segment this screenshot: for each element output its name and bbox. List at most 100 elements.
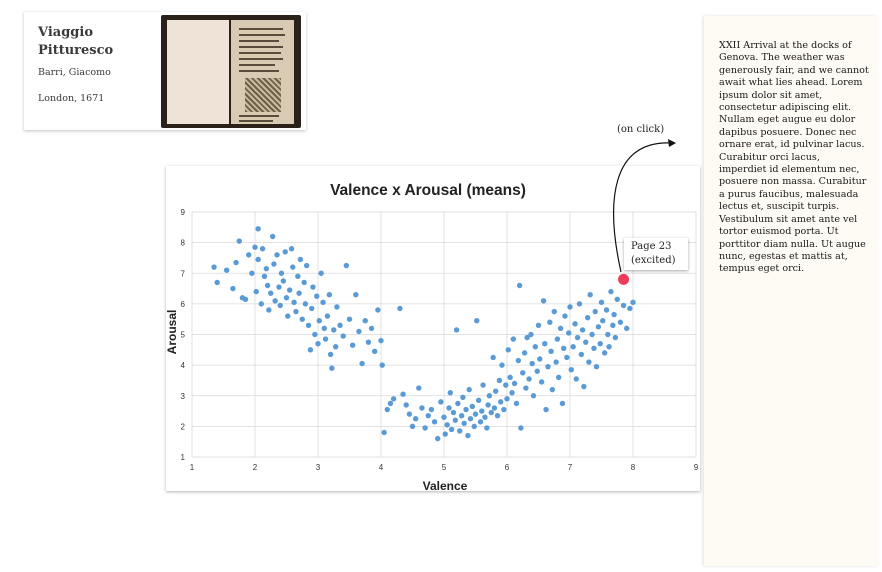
- scatter-point: [261, 273, 268, 280]
- scatter-point: [620, 302, 627, 309]
- scatter-point: [242, 296, 249, 302]
- scatter-point: [617, 319, 624, 325]
- scatter-point: [272, 298, 278, 304]
- scatter-point: [501, 406, 507, 413]
- scatter-point: [378, 337, 384, 344]
- scatter-point: [450, 409, 457, 416]
- scatter-point: [593, 363, 600, 370]
- y-tick-label: 7: [181, 269, 186, 278]
- scatter-point: [472, 411, 479, 417]
- scatter-point: [276, 284, 282, 290]
- y-tick-label: 8: [181, 239, 186, 248]
- scatter-point: [540, 298, 547, 304]
- scatter-point: [627, 305, 633, 312]
- scatter-point: [572, 321, 578, 327]
- scatter-point: [359, 360, 365, 367]
- scatter-point: [557, 325, 564, 332]
- scatter-point: [293, 308, 299, 315]
- x-tick-label: 2: [253, 463, 258, 472]
- scatter-point: [486, 393, 493, 399]
- scatter-point: [610, 322, 616, 329]
- scatter-point: [302, 301, 309, 307]
- scatter-point: [461, 420, 467, 427]
- scatter-point: [253, 288, 259, 295]
- book-left-page: [167, 20, 229, 124]
- scatter-point: [482, 414, 488, 420]
- scatter-point: [589, 331, 595, 338]
- scatter-point: [268, 290, 274, 296]
- scatter-point: [605, 331, 611, 338]
- page-callout[interactable]: Page 23 (excited): [624, 238, 688, 270]
- scatter-point: [584, 314, 591, 321]
- scatter-point: [321, 325, 327, 332]
- on-click-label: (on click): [617, 124, 665, 135]
- scatter-point: [329, 365, 335, 371]
- scatter-point: [259, 246, 266, 252]
- scatter-point: [543, 406, 549, 413]
- scatter-point: [264, 282, 271, 289]
- scatter-point: [314, 293, 320, 299]
- scatter-point: [534, 368, 540, 374]
- scatter-point: [600, 318, 606, 324]
- scatter-point: [334, 304, 340, 310]
- scatter-point: [551, 308, 557, 315]
- x-tick-label: 4: [379, 463, 384, 472]
- scatter-point: [277, 302, 283, 309]
- scatter-point: [409, 423, 416, 430]
- scatter-point: [488, 409, 494, 416]
- scatter-point: [592, 308, 598, 315]
- scatter-point: [340, 333, 346, 339]
- scatter-point: [362, 318, 368, 324]
- scatter-point: [252, 244, 258, 250]
- y-axis-label: Arousal: [166, 310, 179, 355]
- scatter-point: [597, 340, 603, 347]
- scatter-point: [574, 334, 581, 341]
- book-author: Barri, Giacomo: [38, 67, 111, 78]
- scatter-point: [555, 374, 562, 381]
- scatter-point: [230, 285, 236, 292]
- scatter-point: [630, 299, 636, 306]
- scatter-point: [587, 291, 593, 298]
- scatter-point: [492, 388, 499, 394]
- scatter-point: [448, 426, 455, 433]
- scatter-point: [579, 327, 586, 333]
- scatter-point: [608, 288, 614, 295]
- scatter-point: [521, 350, 528, 356]
- scatter-point: [471, 423, 477, 430]
- scatter-point: [595, 324, 602, 330]
- callout-page: Page 23: [631, 241, 672, 252]
- scatter-point: [322, 336, 329, 342]
- scatter-point: [255, 226, 261, 232]
- scatter-point: [538, 379, 545, 385]
- scatter-point: [467, 416, 474, 422]
- scatter-point: [318, 270, 324, 276]
- scatter-point: [601, 350, 608, 356]
- scatter-point: [452, 417, 459, 423]
- x-tick-label: 9: [694, 463, 699, 472]
- scatter-point: [288, 246, 295, 252]
- scatter-point: [494, 412, 501, 419]
- scatter-point: [296, 290, 302, 296]
- scatter-point: [236, 238, 242, 244]
- scatter-chart: Valence x Arousal (means) Valence Arousa…: [166, 182, 699, 491]
- highlighted-point[interactable]: [618, 273, 630, 285]
- y-tick-label: 3: [181, 392, 186, 401]
- scatter-point: [274, 252, 280, 258]
- scatter-point: [513, 400, 520, 407]
- book-card[interactable]: Viaggio Pitturesco Barri, Giacomo London…: [24, 12, 306, 130]
- scatter-point: [297, 256, 304, 263]
- chart-grid: [191, 211, 697, 458]
- scatter-point: [516, 282, 523, 289]
- scatter-point: [455, 400, 461, 407]
- scatter-point: [278, 270, 285, 276]
- scatter-point: [526, 376, 532, 382]
- scatter-point: [511, 380, 518, 387]
- scatter-point: [327, 351, 334, 358]
- highlight-layer: [618, 273, 630, 285]
- scatter-point: [303, 262, 310, 269]
- chart-title: Valence x Arousal (means): [330, 182, 526, 199]
- callout-emotion: (excited): [631, 255, 676, 266]
- scatter-point: [249, 270, 255, 276]
- scatter-point: [365, 339, 372, 345]
- scatter-point: [280, 278, 287, 284]
